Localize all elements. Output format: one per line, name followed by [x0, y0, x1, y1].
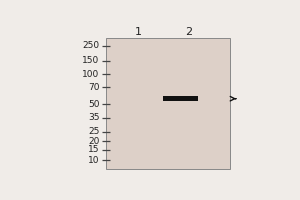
Text: 10: 10 [88, 156, 100, 165]
Text: 25: 25 [88, 127, 100, 136]
Text: 70: 70 [88, 83, 100, 92]
Text: 15: 15 [88, 145, 100, 154]
Text: 2: 2 [185, 27, 192, 37]
Bar [106, 38, 230, 169]
Text: 1: 1 [135, 27, 142, 37]
Text: 100: 100 [82, 70, 100, 79]
Text: 50: 50 [88, 100, 100, 109]
Text: 35: 35 [88, 113, 100, 122]
Bar [164, 96, 198, 101]
Text: 20: 20 [88, 137, 100, 146]
Text: 250: 250 [82, 41, 100, 50]
Text: 150: 150 [82, 56, 100, 65]
